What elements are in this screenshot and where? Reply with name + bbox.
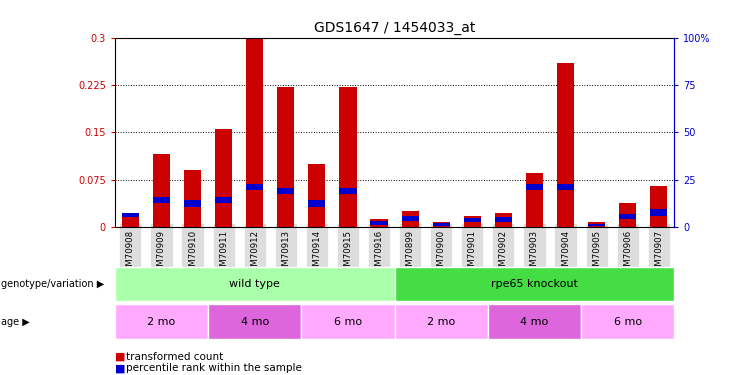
Bar (488, 304, 581, 339)
Text: 6 mo: 6 mo (334, 316, 362, 327)
Bar (588, 222, 605, 227)
Bar (370, 220, 388, 225)
Bar (464, 218, 481, 222)
Bar (495, 217, 512, 222)
Bar (153, 196, 170, 203)
Text: 6 mo: 6 mo (614, 316, 642, 327)
Bar (619, 214, 637, 219)
Bar (650, 186, 668, 227)
Bar (246, 184, 263, 190)
Bar (215, 129, 232, 227)
Bar (277, 87, 294, 227)
Bar (115, 267, 395, 301)
Bar (184, 170, 201, 227)
Bar (370, 219, 388, 227)
Bar (308, 164, 325, 227)
Bar (557, 63, 574, 227)
Text: age ▶: age ▶ (1, 316, 30, 327)
Bar (395, 267, 674, 301)
Text: percentile rank within the sample: percentile rank within the sample (126, 363, 302, 373)
Bar (339, 188, 356, 194)
Text: 2 mo: 2 mo (147, 316, 176, 327)
Text: 4 mo: 4 mo (241, 316, 269, 327)
Bar (115, 304, 208, 339)
Bar (402, 216, 419, 220)
Bar (122, 213, 139, 217)
Bar (402, 211, 419, 227)
Bar (557, 184, 574, 190)
Bar (650, 209, 668, 216)
Bar (153, 154, 170, 227)
Bar (588, 224, 605, 226)
Bar (184, 200, 201, 207)
Bar (395, 304, 488, 339)
Text: wild type: wild type (229, 279, 280, 289)
Text: genotype/variation ▶: genotype/variation ▶ (1, 279, 104, 289)
Bar (208, 304, 302, 339)
Bar (246, 38, 263, 227)
Bar (277, 188, 294, 194)
Text: 4 mo: 4 mo (520, 316, 548, 327)
Bar (526, 184, 543, 190)
Bar (464, 216, 481, 227)
Bar (433, 222, 450, 227)
Bar (302, 304, 395, 339)
Bar (581, 304, 674, 339)
Text: transformed count: transformed count (126, 352, 223, 362)
Text: ■: ■ (115, 352, 129, 362)
Bar (122, 216, 139, 227)
Bar (433, 223, 450, 226)
Title: GDS1647 / 1454033_at: GDS1647 / 1454033_at (314, 21, 475, 35)
Bar (526, 173, 543, 227)
Bar (339, 87, 356, 227)
Bar (495, 213, 512, 227)
Text: ■: ■ (115, 363, 129, 373)
Bar (308, 200, 325, 207)
Bar (619, 203, 637, 227)
Text: 2 mo: 2 mo (427, 316, 455, 327)
Bar (215, 196, 232, 203)
Text: rpe65 knockout: rpe65 knockout (491, 279, 578, 289)
